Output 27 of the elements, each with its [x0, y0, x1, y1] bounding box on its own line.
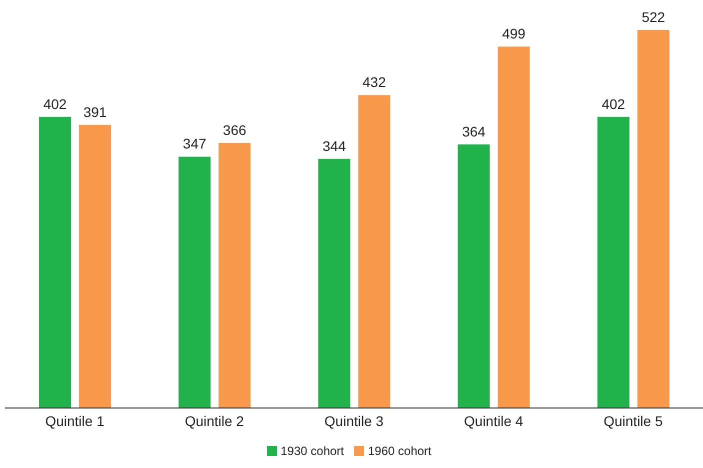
- bar: [637, 30, 670, 408]
- bar: [318, 158, 350, 408]
- bar: [218, 142, 251, 408]
- data-label: 522: [642, 9, 666, 25]
- x-tick-label: Quintile 2: [184, 412, 244, 429]
- x-tick-label: Quintile 5: [604, 412, 663, 429]
- data-label: 347: [182, 136, 206, 152]
- legend-label: 1930 cohort: [280, 444, 344, 458]
- bar: [79, 124, 111, 408]
- data-label: 402: [43, 96, 67, 112]
- data-label: 402: [602, 96, 626, 112]
- bar: [39, 116, 71, 408]
- data-label: 499: [502, 26, 526, 42]
- data-label: 391: [83, 104, 107, 120]
- data-label: 432: [362, 74, 386, 90]
- bar: [358, 95, 390, 408]
- data-label: 364: [462, 123, 486, 140]
- bar: [597, 116, 630, 408]
- data-label: 344: [322, 138, 346, 154]
- x-tick-label: Quintile 1: [45, 412, 105, 429]
- bar: [498, 46, 530, 408]
- bar: [458, 144, 490, 408]
- data-label: 366: [222, 122, 246, 138]
- bar: [178, 156, 211, 408]
- legend-label: 1960 cohort: [368, 444, 432, 458]
- x-tick-label: Quintile 3: [324, 412, 384, 429]
- x-tick-label: Quintile 4: [464, 412, 524, 429]
